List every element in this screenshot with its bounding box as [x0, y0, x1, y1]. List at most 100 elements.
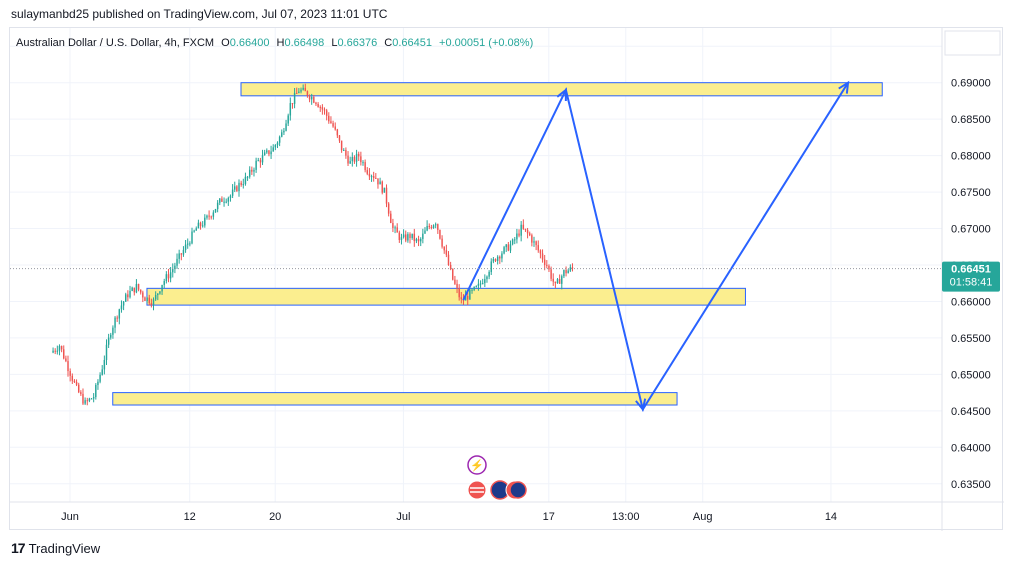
candle-body	[325, 110, 328, 116]
candle-body	[60, 345, 63, 350]
candle-body	[184, 244, 187, 250]
chart-canvas[interactable]: 0.695000.690000.685000.680000.675000.670…	[10, 28, 1004, 531]
candle-body	[387, 203, 390, 214]
candle-body	[456, 283, 458, 288]
candle-body	[248, 169, 251, 177]
candle-body	[561, 276, 563, 284]
candle-body	[349, 161, 351, 164]
candle-body	[193, 230, 195, 232]
candle-body	[396, 227, 398, 233]
candle-body	[437, 224, 439, 230]
candle-body	[214, 209, 217, 213]
candle-body	[328, 115, 330, 122]
candle-body	[514, 239, 516, 241]
candle-body	[481, 283, 484, 285]
candle-body	[315, 102, 317, 105]
tradingview-logo[interactable]: 17 TradingView	[11, 540, 100, 556]
candle-body	[443, 246, 445, 251]
candle-body	[558, 279, 561, 284]
support-zone-2	[112, 392, 678, 406]
candle-body	[313, 96, 315, 103]
candle-body	[385, 187, 388, 204]
candle-body	[375, 177, 377, 179]
candle-body	[554, 281, 557, 284]
candle-body	[133, 287, 136, 293]
candle-body	[251, 169, 253, 172]
tradingview-brand: TradingView	[28, 540, 101, 556]
price-tag-countdown: 01:58:41	[950, 277, 993, 289]
candle-body	[357, 153, 360, 157]
candle-body	[362, 162, 364, 164]
y-tick-label: 0.68000	[951, 151, 991, 163]
candle-body	[163, 281, 165, 285]
resistance-zone	[240, 82, 883, 97]
candle-body	[238, 182, 240, 192]
candle-body	[127, 294, 129, 298]
candle-body	[242, 184, 245, 186]
candle-body	[334, 126, 336, 130]
candle-body	[298, 91, 300, 94]
legend-l-label: L	[331, 37, 337, 49]
candle-body	[97, 381, 99, 385]
candle-body	[319, 107, 321, 109]
candle-body	[56, 350, 59, 352]
candle-body	[221, 198, 223, 202]
candle-body	[368, 173, 371, 177]
candle-body	[283, 130, 285, 133]
candle-body	[197, 222, 200, 229]
candle-body	[321, 107, 324, 110]
candle-body	[180, 253, 183, 255]
candle-body	[434, 224, 437, 226]
candle-body	[103, 359, 106, 370]
candle-body	[539, 250, 542, 254]
legend-o-label: O	[221, 37, 230, 49]
candle-body	[206, 215, 208, 218]
candle-body	[466, 296, 469, 300]
candle-body	[182, 249, 185, 255]
candle-body	[351, 157, 354, 162]
support-zone-1	[146, 287, 746, 306]
candle-body	[486, 276, 488, 280]
candle-body	[509, 244, 512, 251]
chart-frame[interactable]: 0.695000.690000.685000.680000.675000.670…	[9, 27, 1004, 531]
x-tick-label: 20	[269, 511, 281, 523]
candle-body	[541, 253, 544, 260]
candle-body	[460, 297, 463, 300]
candle-body	[310, 96, 313, 100]
axis-settings-box[interactable]	[944, 30, 1001, 56]
candle-body	[231, 189, 234, 196]
candle-body	[169, 272, 172, 279]
candle-body	[424, 230, 426, 234]
candle-body	[84, 400, 86, 404]
candle-body	[114, 317, 116, 328]
legend-h-label: H	[277, 37, 285, 49]
y-tick-label: 0.68500	[951, 114, 991, 126]
projection-layer	[462, 80, 850, 412]
candle-body	[430, 226, 433, 228]
projection-path	[462, 82, 849, 412]
event-icons[interactable]: ⚡	[467, 455, 527, 500]
flash-event-icon	[467, 455, 487, 475]
candle-body	[475, 286, 478, 288]
candle-body	[499, 256, 501, 259]
x-tick-label: 14	[825, 511, 837, 523]
candle-body	[223, 201, 225, 203]
candle-body	[419, 238, 422, 242]
candle-body	[88, 398, 91, 401]
candle-body	[355, 153, 358, 162]
candle-body	[208, 215, 210, 217]
candle-body	[492, 259, 495, 262]
candle-body	[124, 294, 127, 302]
candle-body	[394, 227, 396, 229]
candle-body	[159, 291, 161, 294]
candle-body	[379, 181, 381, 185]
candle-body	[257, 160, 260, 162]
candle-body	[306, 91, 309, 96]
legend-symbol: Australian Dollar / U.S. Dollar, 4h, FXC…	[16, 37, 214, 49]
candle-body	[82, 393, 84, 404]
candle-body	[174, 265, 176, 270]
candle-body	[550, 269, 552, 279]
candle-body	[552, 278, 554, 282]
candle-body	[135, 283, 138, 293]
candle-body	[338, 135, 341, 141]
